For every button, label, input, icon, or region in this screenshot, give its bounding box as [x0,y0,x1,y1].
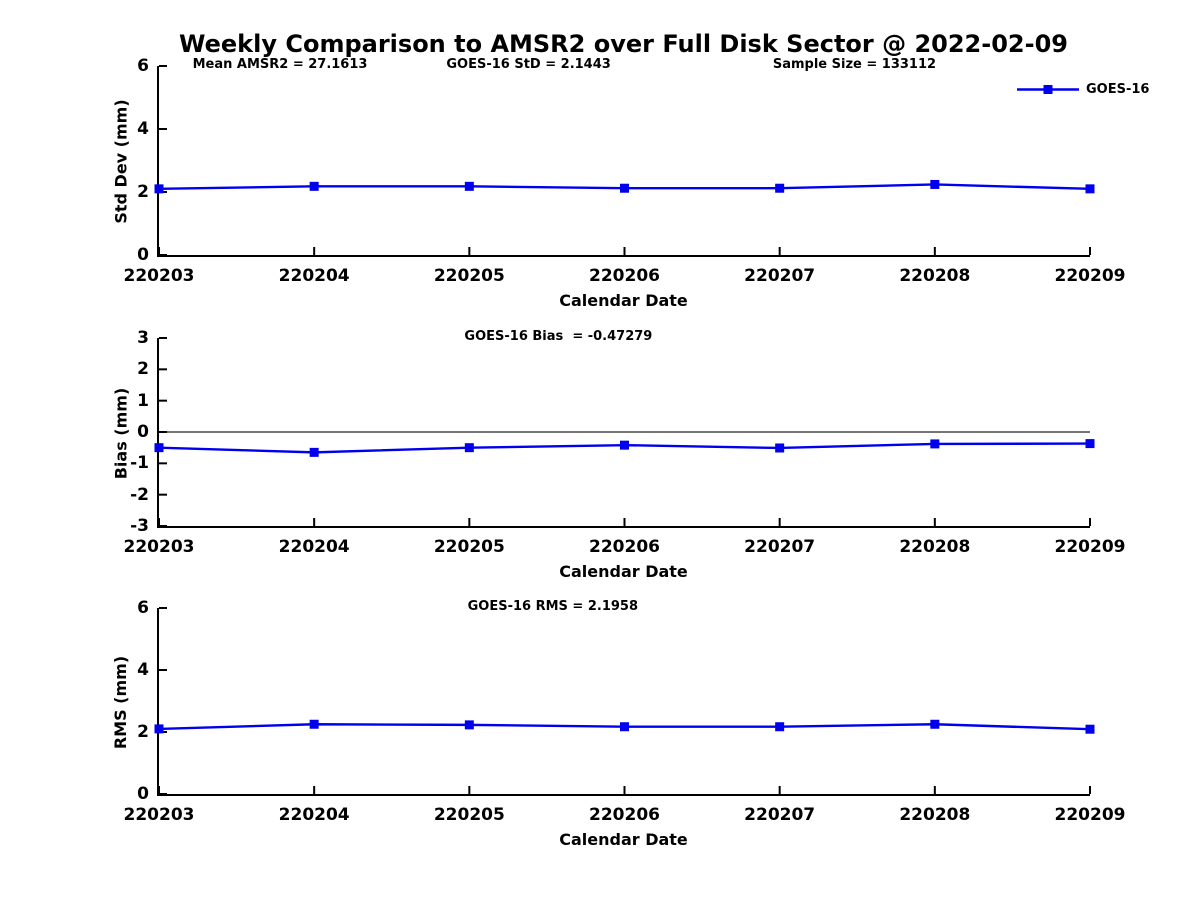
annotation: Sample Size = 133112 [772,57,937,72]
y-tick-label: -3 [130,516,149,536]
x-tick-label: 220207 [744,537,816,557]
chart-canvas [154,337,1095,527]
y-tick-label: -2 [130,484,149,505]
page-title: Weekly Comparison to AMSR2 over Full Dis… [179,30,1068,58]
x-tick-label: 220203 [123,805,195,825]
x-tick-label: 220206 [589,537,660,557]
y-tick-label: 0 [137,422,149,442]
subplot-stddev: Std Dev (mm) GOES-16 0 2 4 6 220203 220204 220… [0,56,1200,310]
y-axis-title-wrap: RMS (mm) [103,608,139,796]
y-tick-label: -1 [130,453,149,474]
x-tick-label: 220207 [744,805,816,825]
x-tick-label: 220208 [899,537,971,557]
legend-line-marker-icon [1017,85,1079,94]
x-tick-label: 220209 [1054,805,1126,825]
x-tick-label: 220203 [123,266,195,286]
annotation: GOES-16 RMS = 2.1958 [467,599,639,614]
x-tick-label: 220209 [1054,266,1126,286]
y-axis-title-wrap: Std Dev (mm) [103,66,139,257]
legend: GOES-16 [1017,82,1149,97]
chart-canvas [154,607,1095,795]
y-tick-label: 1 [137,390,149,411]
x-axis-title: Calendar Date [559,830,688,849]
annotation: GOES-16 StD = 2.1443 [446,57,611,72]
y-tick-label: 6 [137,598,149,618]
chart-canvas [154,65,1095,256]
y-tick-label: 3 [137,328,149,348]
x-tick-label: 220204 [278,805,350,825]
x-tick-label: 220205 [433,805,505,825]
annotation: Mean AMSR2 = 27.1613 [192,57,368,72]
legend-label: GOES-16 [1086,82,1150,97]
y-tick-label: 0 [137,784,149,804]
x-tick-label: 220203 [123,537,195,557]
y-tick-label: 2 [137,182,149,202]
x-axis-title: Calendar Date [559,562,688,581]
y-tick-label: 6 [137,56,149,76]
y-axis-title: Std Dev (mm) [111,99,131,224]
annotation: GOES-16 Bias = -0.47279 [464,329,653,344]
y-tick-label: 4 [137,660,149,680]
subplot-bias: Bias (mm) -3 -2 -1 0 1 2 3 220203 220204 220205 22… [0,328,1200,581]
x-tick-label: 220208 [899,805,971,825]
x-tick-label: 220206 [589,805,660,825]
x-axis-title: Calendar Date [559,291,688,310]
x-tick-label: 220207 [744,266,816,286]
y-axis-title: RMS (mm) [111,655,131,749]
y-tick-label: 2 [137,359,149,380]
x-tick-label: 220206 [589,266,660,286]
y-tick-label: 4 [137,119,149,139]
plot-area: GOES-16 0 2 4 6 220203 220204 220205 220206 2202… [124,56,1150,286]
plot-area: -3 -2 -1 0 1 2 3 220203 220204 220205 220206 220207… [124,328,1126,557]
subplot-rms: RMS (mm) 0 2 4 6 220203 220204 220205 220206 220… [0,598,1200,849]
x-tick-label: 220208 [899,266,971,286]
plot-area: 0 2 4 6 220203 220204 220205 220206 220207 220208… [124,598,1126,825]
x-tick-label: 220209 [1054,537,1126,557]
x-tick-label: 220204 [278,537,350,557]
x-tick-label: 220205 [433,537,505,557]
y-axis-title: Bias (mm) [111,387,131,479]
x-tick-label: 220204 [278,266,350,286]
y-tick-label: 2 [137,722,149,742]
y-tick-label: 0 [137,245,149,265]
x-tick-label: 220205 [433,266,505,286]
